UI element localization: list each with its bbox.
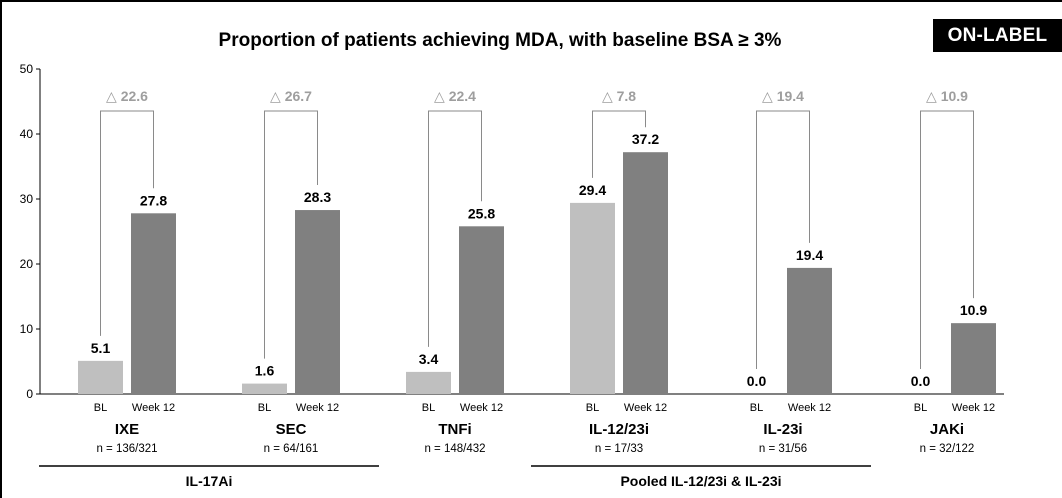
group-name-label: IL-23i	[763, 421, 802, 438]
group-n-label: n = 136/321	[96, 443, 157, 455]
bar-week12-2	[459, 226, 504, 394]
x-sub-label-bl: BL	[914, 402, 927, 414]
delta-label: △ 7.8	[602, 88, 636, 104]
x-sub-label-bl: BL	[258, 402, 271, 414]
bar-bl-3	[570, 202, 615, 394]
y-tick-label: 20	[20, 257, 34, 271]
delta-label: △ 22.6	[106, 88, 148, 104]
y-tick-label: 10	[20, 322, 34, 336]
frame-left-border	[0, 0, 2, 498]
group-name-label: SEC	[276, 421, 307, 438]
delta-label: △ 10.9	[926, 88, 968, 104]
bar-value-label: 19.4	[796, 247, 823, 263]
bar-value-label: 3.4	[419, 351, 439, 367]
x-sub-label-bl: BL	[422, 402, 435, 414]
bar-value-label: 1.6	[255, 363, 275, 379]
x-sub-label-bl: BL	[94, 402, 107, 414]
delta-bracket	[428, 110, 482, 347]
delta-label: △ 19.4	[762, 88, 804, 104]
delta-bracket	[756, 110, 810, 369]
bar-value-label: 29.4	[579, 182, 606, 198]
chart-title: Proportion of patients achieving MDA, wi…	[219, 30, 782, 51]
on-label-badge: ON-LABEL	[933, 19, 1062, 52]
class-label-0: IL-17Ai	[186, 473, 233, 489]
group-name-label: JAKi	[930, 421, 964, 438]
x-sub-label-bl: BL	[586, 402, 599, 414]
x-sub-label-week12: Week 12	[624, 402, 667, 414]
bar-value-label: 5.1	[91, 340, 111, 356]
x-sub-label-bl: BL	[750, 402, 763, 414]
group-name-label: TNFi	[438, 421, 471, 438]
delta-bracket	[100, 110, 154, 336]
frame-top-border	[0, 0, 1062, 2]
delta-bracket	[920, 110, 974, 369]
group-n-label: n = 32/122	[920, 443, 975, 455]
x-sub-label-week12: Week 12	[460, 402, 503, 414]
bar-week12-3	[623, 152, 668, 394]
group-n-label: n = 17/33	[595, 443, 643, 455]
bar-value-label: 37.2	[632, 131, 659, 147]
bar-week12-4	[787, 267, 832, 394]
group-n-label: n = 148/432	[424, 443, 485, 455]
delta-label: △ 26.7	[270, 88, 312, 104]
bar-bl-0	[78, 360, 123, 394]
delta-bracket	[264, 110, 318, 359]
bar-value-label: 25.8	[468, 205, 495, 221]
y-tick-label: 50	[20, 62, 34, 76]
x-sub-label-week12: Week 12	[132, 402, 175, 414]
bar-week12-1	[295, 210, 340, 394]
y-tick-label: 0	[26, 387, 33, 401]
bar-value-label: 0.0	[747, 373, 767, 389]
bar-week12-5	[951, 323, 996, 394]
delta-label: △ 22.4	[434, 88, 476, 104]
group-name-label: IL-12/23i	[589, 421, 649, 438]
bar-bl-2	[406, 371, 451, 394]
y-axis: 0 10 20 30 40 50	[20, 62, 1004, 401]
group-name-label: IXE	[115, 421, 139, 438]
bar-value-label: 28.3	[304, 189, 331, 205]
y-tick-label: 30	[20, 192, 34, 206]
x-sub-label-week12: Week 12	[952, 402, 995, 414]
bar-week12-0	[131, 213, 176, 394]
bar-bl-1	[242, 383, 287, 394]
bar-value-label: 27.8	[140, 192, 167, 208]
x-sub-label-week12: Week 12	[788, 402, 831, 414]
bar-value-label: 0.0	[911, 373, 931, 389]
delta-bracket	[592, 110, 646, 178]
group-n-label: n = 31/56	[759, 443, 807, 455]
y-tick-label: 40	[20, 127, 34, 141]
x-sub-label-week12: Week 12	[296, 402, 339, 414]
bar-value-label: 10.9	[960, 302, 987, 318]
chart-marks: 5.1 27.8 △ 22.6 BL Week 12 IXE n = 136/321 1.6 2…	[39, 88, 996, 489]
group-n-label: n = 64/161	[264, 443, 319, 455]
class-label-1: Pooled IL-12/23i & IL-23i	[620, 473, 781, 489]
